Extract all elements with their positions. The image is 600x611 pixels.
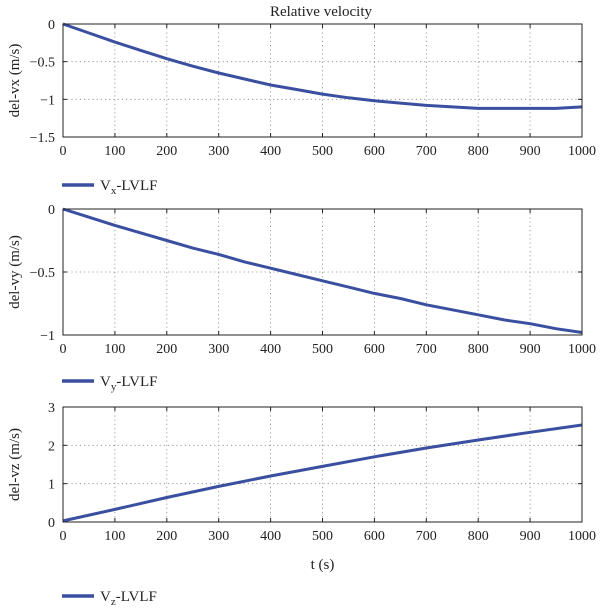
x-tick-label: 300 [208,342,229,357]
y-tick-label: −1 [40,93,55,108]
x-tick-label: 400 [260,144,281,159]
x-tick-label: 100 [104,529,125,544]
y-tick-label: 1 [48,478,55,493]
y-tick-label: −0.5 [30,266,55,281]
series-line [62,22,583,110]
legend-label: Vz-LVLF [100,589,157,608]
x-tick-label: 0 [60,342,67,357]
y-tick-label: −1.5 [30,131,55,146]
x-tick-label: 400 [260,342,281,357]
x-tick-label: 900 [520,144,541,159]
x-tick-label: 200 [156,342,177,357]
x-tick-label: 200 [156,529,177,544]
legend-label: Vy-LVLF [100,374,157,393]
y-axis-label: del-vy (m/s) [7,235,23,309]
y-tick-label: 0 [48,203,55,218]
panel-vy: 0 100 200 300 400 500 600 700 800 900 1000 0 −0.5 −1 d… [7,203,596,393]
x-tick-label: 900 [520,529,541,544]
series-line [62,207,583,334]
x-tick-label: 100 [104,144,125,159]
x-tick-label: 700 [416,144,437,159]
x-tick-label: 300 [208,529,229,544]
legend: Vx-LVLF [62,178,157,197]
legend: Vz-LVLF [62,589,157,608]
x-tick-label: 700 [416,529,437,544]
x-tick-label: 400 [260,529,281,544]
x-tick-label: 1000 [568,529,596,544]
x-axis-label: t (s) [311,557,335,573]
y-tick-label: 2 [48,439,55,454]
x-tick-label: 600 [364,529,385,544]
legend: Vy-LVLF [62,374,157,393]
x-tick-label: 0 [60,529,67,544]
x-tick-label: 200 [156,144,177,159]
y-tick-label: 0 [48,516,55,531]
y-axis-label: del-vz (m/s) [7,428,23,501]
x-tick-label: 300 [208,144,229,159]
series-line [62,423,583,523]
x-tick-label: 1000 [568,144,596,159]
x-tick-label: 600 [364,342,385,357]
y-tick-label: 3 [48,401,55,416]
panel-vx: 0 100 200 300 400 500 600 700 800 900 1000 0 −0.5 −1 −… [7,18,596,197]
x-tick-label: 1000 [568,342,596,357]
x-tick-label: 800 [468,144,489,159]
y-axis-label: del-vx (m/s) [7,44,23,118]
x-tick-label: 900 [520,342,541,357]
y-tick-label: −0.5 [30,56,55,71]
x-tick-label: 0 [60,144,67,159]
y-tick-label: 0 [48,18,55,33]
legend-label: Vx-LVLF [100,178,157,197]
chart-title: Relative velocity [270,4,373,20]
x-tick-label: 500 [312,342,333,357]
x-tick-label: 800 [468,529,489,544]
y-tick-label: −1 [40,329,55,344]
x-tick-label: 500 [312,144,333,159]
x-tick-label: 700 [416,342,437,357]
x-tick-label: 100 [104,342,125,357]
x-tick-label: 600 [364,144,385,159]
x-tick-label: 800 [468,342,489,357]
x-tick-label: 500 [312,529,333,544]
panel-vz: 0 100 200 300 400 500 600 700 800 900 1000 0 1 2 3 del-… [7,401,596,608]
